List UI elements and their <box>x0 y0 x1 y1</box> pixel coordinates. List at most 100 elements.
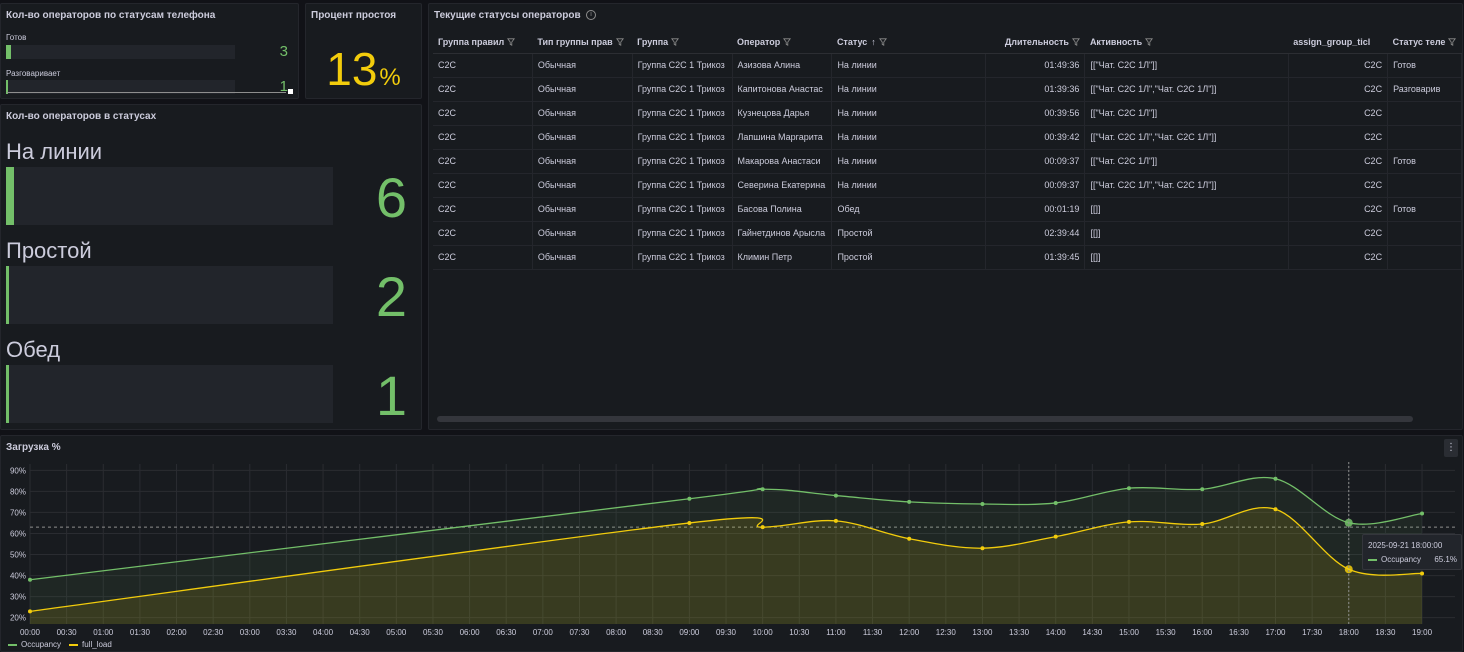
table-cell: C2C <box>1288 173 1389 198</box>
table-cell: Обычная <box>532 149 633 174</box>
y-tick-label: 20% <box>10 614 26 623</box>
status-bar <box>6 167 333 225</box>
data-point <box>1200 487 1205 492</box>
table-cell: 00:09:37 <box>985 173 1086 198</box>
legend-label: full_load <box>82 640 112 649</box>
x-tick-label: 03:00 <box>240 628 261 637</box>
table-cell: Обед <box>831 197 987 222</box>
data-point <box>980 546 985 551</box>
y-tick-label: 80% <box>10 487 26 496</box>
column-header-label: Длительность <box>1004 36 1069 47</box>
column-header[interactable]: assign_group_ticl <box>1288 31 1388 54</box>
x-tick-label: 03:30 <box>276 628 297 637</box>
x-tick-label: 15:00 <box>1119 628 1140 637</box>
horizontal-scrollbar[interactable] <box>437 416 1413 422</box>
table-cell: 00:09:37 <box>985 149 1086 174</box>
panel-title: Текущие статусы операторов <box>434 10 581 21</box>
data-point <box>1053 534 1058 539</box>
column-header[interactable]: Группа <box>632 31 733 54</box>
table-cell: C2C <box>433 101 533 126</box>
idle-stat: 13% <box>306 42 421 96</box>
column-header[interactable]: Оператор <box>732 31 832 54</box>
table-row[interactable]: C2C Обычная Группа C2C 1 Трикоз Северина Ек… <box>433 173 1462 198</box>
resize-handle[interactable] <box>288 89 293 94</box>
status-bar <box>6 266 333 324</box>
bar-fill <box>6 80 9 94</box>
table-row[interactable]: C2C Обычная Группа C2C 1 Трикоз Кузнецова Д… <box>433 101 1462 126</box>
x-tick-label: 15:30 <box>1156 628 1177 637</box>
x-tick-label: 10:30 <box>789 628 810 637</box>
table-row[interactable]: C2C Обычная Группа C2C 1 Трикоз Лапшина Мар… <box>433 125 1462 150</box>
panel-menu-icon[interactable]: ⋮ <box>1444 439 1458 457</box>
tooltip-series: Occupancy <box>1381 555 1422 564</box>
column-header[interactable]: Группа правил <box>433 31 533 54</box>
table-cell: Группа C2C 1 Трикоз <box>632 245 733 270</box>
tooltip-time: 2025-09-21 18:00:00 <box>1368 541 1443 550</box>
x-tick-label: 07:00 <box>533 628 554 637</box>
table-row[interactable]: C2C Обычная Группа C2C 1 Трикоз Климин Петр… <box>433 245 1462 270</box>
filter-icon <box>1448 38 1457 47</box>
phone-status-value: 1 <box>279 78 288 95</box>
filter-icon <box>1071 38 1080 47</box>
table-cell: 00:01:19 <box>985 197 1086 222</box>
table-header: Группа правил Тип группы прав Группа Операт… <box>433 31 1462 54</box>
x-tick-label: 00:30 <box>57 628 78 637</box>
column-header-label: Активность <box>1089 36 1143 47</box>
divider <box>7 92 286 93</box>
legend-item-occupancy[interactable]: Occupancy <box>8 640 61 649</box>
x-tick-label: 01:30 <box>130 628 151 637</box>
table-cell: Обычная <box>532 101 633 126</box>
column-header[interactable]: Активность <box>1084 31 1289 54</box>
table-cell: C2C <box>433 221 533 246</box>
phone-status-value: 3 <box>279 43 288 60</box>
tooltip-swatch <box>1368 559 1377 561</box>
y-tick-label: 40% <box>10 572 26 581</box>
x-tick-label: 01:00 <box>93 628 114 637</box>
sort-asc-icon[interactable]: ↑ <box>871 36 876 47</box>
info-icon[interactable]: i <box>586 10 596 20</box>
table-cell: Северина Екатерина <box>732 173 833 198</box>
x-tick-label: 04:30 <box>350 628 371 637</box>
column-header[interactable]: Статус теле <box>1387 31 1462 54</box>
table-cell: Обычная <box>532 245 633 270</box>
phone-status-panel: Кол-во операторов по статусам телефона Г… <box>0 3 299 99</box>
x-tick-label: 16:00 <box>1192 628 1213 637</box>
table-cell <box>1387 245 1462 270</box>
table-cell: На линии <box>831 101 987 126</box>
table-cell <box>1387 221 1462 246</box>
status-bar <box>6 365 333 423</box>
table-cell: Макарова Анастаси <box>732 149 833 174</box>
data-point <box>907 499 912 504</box>
table-cell: Обычная <box>532 173 633 198</box>
column-header[interactable]: Тип группы прав <box>532 31 633 54</box>
column-header[interactable]: Длительность <box>985 31 1085 54</box>
table-body: C2C Обычная Группа C2C 1 Трикоз Азизова Али… <box>433 53 1462 270</box>
data-point <box>980 502 985 506</box>
table-cell: Готов <box>1387 197 1462 222</box>
table-row[interactable]: C2C Обычная Группа C2C 1 Трикоз Макарова Ан… <box>433 149 1462 174</box>
table-row[interactable]: C2C Обычная Группа C2C 1 Трикоз Гайнетдинов… <box>433 221 1462 246</box>
table-row[interactable]: C2C Обычная Группа C2C 1 Трикоз Капитонова … <box>433 77 1462 102</box>
table-row[interactable]: C2C Обычная Группа C2C 1 Трикоз Басова Поли… <box>433 197 1462 222</box>
table-cell: C2C <box>1288 53 1389 78</box>
table-cell: Группа C2C 1 Трикоз <box>632 149 733 174</box>
x-tick-label: 12:30 <box>936 628 957 637</box>
data-point <box>1053 500 1058 505</box>
table-cell: [["Чат. C2C 1Л"]] <box>1084 101 1289 126</box>
data-point <box>907 536 912 541</box>
table-row[interactable]: C2C Обычная Группа C2C 1 Трикоз Азизова Али… <box>433 53 1462 78</box>
x-tick-label: 11:00 <box>826 628 846 637</box>
y-tick-label: 70% <box>10 508 26 517</box>
table-cell: Группа C2C 1 Трикоз <box>632 125 733 150</box>
x-tick-label: 05:00 <box>386 628 407 637</box>
y-tick-label: 50% <box>10 551 26 560</box>
table-cell: [[]] <box>1084 197 1289 222</box>
table-cell: [[]] <box>1084 221 1289 246</box>
x-tick-label: 07:30 <box>569 628 590 637</box>
legend-item-full-load[interactable]: full_load <box>69 640 112 649</box>
column-header[interactable]: Статус ↑ <box>831 31 986 54</box>
table-cell: Климин Петр <box>732 245 833 270</box>
x-tick-label: 14:30 <box>1082 628 1103 637</box>
table-cell <box>1387 173 1462 198</box>
data-point <box>28 577 32 582</box>
